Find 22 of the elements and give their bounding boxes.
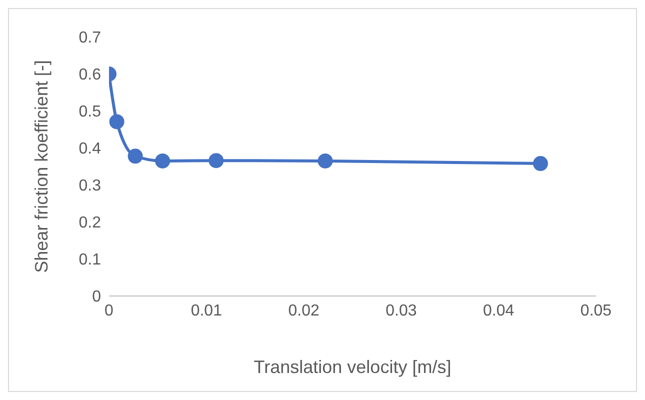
point [318,153,333,168]
x-tick-label: 0.05 [580,302,612,320]
point [155,153,170,168]
x-axis-title: Translation velocity [m/s] [254,357,452,377]
y-tick-label: 0.1 [78,252,102,269]
point [532,156,548,172]
y-tick-label: 0.5 [78,104,102,121]
x-tick-label: 0.01 [190,302,222,320]
y-tick-label: 0.7 [78,30,102,47]
point [128,148,143,164]
x-tick-label: 0.03 [386,302,417,320]
x-tick-label: 0.04 [483,302,514,320]
y-tick-label: 0 [92,288,102,306]
x-tick-label: 0.02 [288,302,320,320]
y-tick-label: 0.2 [78,214,102,232]
y-tick-label: 0.4 [78,140,102,158]
x-tick-label: 0 [104,302,114,320]
y-tick-label: 0.6 [78,66,102,84]
y-axis-title: Shear friction koefficient [-] [31,60,52,273]
point [109,114,124,130]
y-tick-label: 0.3 [78,178,102,195]
point [208,153,224,168]
